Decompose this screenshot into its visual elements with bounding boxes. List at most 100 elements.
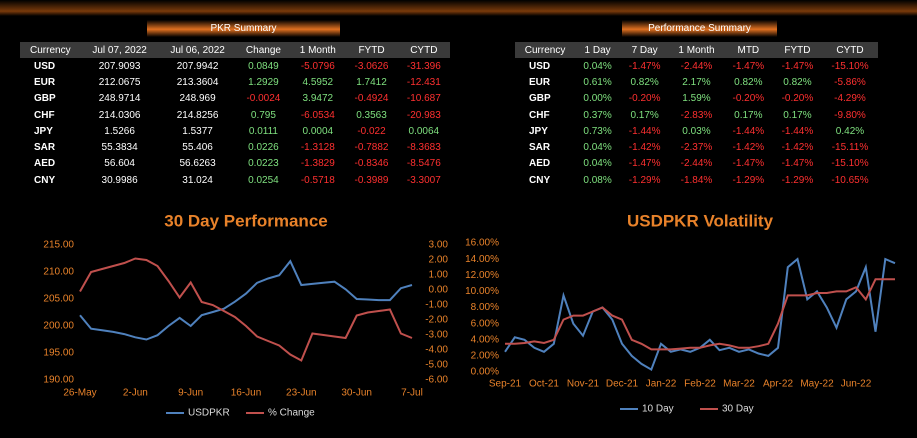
table-row: AED 56.604 56.6263 0.0223 -1.3829 -0.8346 -8.5…: [20, 156, 450, 172]
pkr-summary: PKR Summary Currency Jul 07, 2022 Jul 06, …: [20, 20, 450, 195]
table-cell: 0.0223: [248, 158, 279, 170]
table-row: EUR 212.0675 213.3604 1.2929 4.5952 1.7412 -12…: [20, 74, 450, 90]
y-tick-label: 10.00%: [465, 286, 499, 297]
table-cell: 4.5952: [302, 76, 334, 88]
y-tick-label: 4.00%: [471, 334, 499, 345]
table-row: SAR 0.04% -1.42% -2.37% -1.42% -1.42% -15.11%: [515, 139, 878, 155]
table-cell: 0.73%: [583, 125, 612, 137]
x-tick-label: Jan-22: [646, 379, 677, 390]
table-cell: 30.9986: [101, 174, 138, 186]
table-cell: 207.9093: [98, 60, 141, 72]
table-cell: -0.5718: [300, 174, 335, 186]
table-cell: SAR: [34, 142, 56, 154]
column-header: FYTD: [345, 42, 398, 58]
table-cell: 55.406: [182, 142, 213, 154]
table-row: USD 0.04% -1.47% -2.44% -1.47% -1.47% -15.10%: [515, 58, 878, 74]
table-cell: 0.04%: [583, 158, 612, 170]
table-cell: -5.0796: [300, 60, 335, 72]
table-cell: -12.431: [406, 76, 441, 88]
y-tick-label: 190.00: [43, 375, 74, 386]
table-cell: -1.84%: [680, 174, 713, 186]
table-cell: 248.969: [179, 93, 216, 105]
column-header: CYTD: [821, 42, 878, 58]
table-cell: 0.17%: [630, 109, 659, 121]
table-cell: SAR: [529, 142, 551, 154]
y2-tick-label: 0.00: [429, 285, 449, 296]
table-cell: 31.024: [182, 174, 213, 186]
y2-tick-label: 2.00: [429, 255, 449, 266]
table-cell: -0.3989: [354, 174, 389, 186]
table-cell: 55.3834: [101, 142, 138, 154]
table-cell: -0.7882: [354, 142, 389, 154]
y2-tick-label: -1.00: [425, 300, 448, 311]
y-tick-label: 205.00: [43, 294, 74, 305]
table-row: SAR 55.3834 55.406 0.0226 -1.3128 -0.7882 -8.3…: [20, 139, 450, 155]
table-cell: -10.65%: [831, 174, 869, 186]
table-cell: 0.0226: [248, 142, 279, 154]
table-cell: -3.3007: [406, 174, 441, 186]
table-cell: -0.4924: [354, 93, 389, 105]
header-row: Currency 1 Day 7 Day 1 Month MTD FYTD CYTD: [515, 42, 878, 58]
table-cell: -9.80%: [834, 109, 866, 121]
table-row: JPY 0.73% -1.44% 0.03% -1.44% -1.44% 0.42%: [515, 123, 878, 139]
table-cell: -31.396: [406, 60, 441, 72]
legend-label: % Change: [268, 408, 315, 419]
y-tick-label: 6.00%: [471, 318, 499, 329]
table-cell: -0.20%: [628, 93, 661, 105]
table-cell: CNY: [34, 174, 56, 186]
table-row: CNY 0.08% -1.29% -1.84% -1.29% -1.29% -10.65%: [515, 172, 878, 188]
table-cell: 0.03%: [682, 125, 711, 137]
column-header: 1 Month: [290, 42, 346, 58]
table-cell: 248.9714: [98, 93, 141, 105]
table-cell: -5.86%: [834, 76, 866, 88]
y2-tick-label: -3.00: [425, 330, 448, 341]
table-cell: 0.0064: [408, 125, 440, 137]
table-cell: 0.82%: [734, 76, 763, 88]
y2-tick-label: 3.00: [429, 240, 449, 251]
table-cell: -1.47%: [628, 158, 661, 170]
table-cell: 1.7412: [356, 76, 387, 88]
column-header: Currency: [515, 42, 576, 58]
table-cell: 0.82%: [783, 76, 812, 88]
table-cell: -1.44%: [781, 125, 814, 137]
table-cell: 0.42%: [835, 125, 865, 137]
table-cell: 1.2929: [248, 76, 279, 88]
table-cell: 0.0004: [302, 125, 334, 137]
table-cell: 1.5266: [104, 125, 135, 137]
table-cell: 0.3563: [356, 109, 387, 121]
legend-label: 10 Day: [642, 404, 674, 415]
table-cell: -3.0626: [354, 60, 389, 72]
table-cell: -0.20%: [781, 93, 814, 105]
table-cell: -1.47%: [732, 60, 765, 72]
x-tick-label: Dec-21: [606, 379, 639, 390]
table-row: JPY 1.5266 1.5377 0.0111 0.0004 -0.022 0.0064: [20, 123, 450, 139]
table-cell: JPY: [529, 125, 548, 137]
x-tick-label: Apr-22: [763, 379, 793, 390]
y-tick-label: 12.00%: [465, 270, 499, 281]
table-cell: -0.8346: [354, 158, 389, 170]
header-row: Currency Jul 07, 2022 Jul 06, 2022 Change 1 …: [20, 42, 450, 58]
table-cell: -0.022: [357, 125, 386, 137]
table-cell: 212.0675: [98, 76, 141, 88]
table-cell: -8.5476: [406, 158, 441, 170]
table-cell: 0.04%: [583, 142, 612, 154]
table-cell: 56.604: [104, 158, 135, 170]
table-cell: 0.37%: [583, 109, 612, 121]
table-cell: 0.0111: [248, 125, 278, 137]
table-cell: -1.29%: [781, 174, 814, 186]
legend-label: 30 Day: [722, 404, 754, 415]
table-cell: -1.47%: [628, 60, 661, 72]
table-cell: 0.0254: [248, 174, 279, 186]
table-cell: -1.42%: [732, 142, 765, 154]
x-tick-label: 23-Jun: [286, 388, 317, 399]
table-cell: 0.17%: [783, 109, 812, 121]
x-tick-label: Mar-22: [723, 379, 755, 390]
table-cell: 214.8256: [176, 109, 219, 121]
table-cell: -8.3683: [406, 142, 441, 154]
x-tick-label: 7-Jul: [401, 388, 423, 399]
chart: USDPKR Volatility 0.00% 2.00% 4.00% 6.00% 8.0…: [465, 211, 896, 415]
x-tick-label: Sep-21: [489, 379, 522, 390]
x-tick-label: 9-Jun: [178, 388, 203, 399]
table-cell: 1.59%: [682, 93, 711, 105]
table-cell: 0.04%: [583, 60, 612, 72]
